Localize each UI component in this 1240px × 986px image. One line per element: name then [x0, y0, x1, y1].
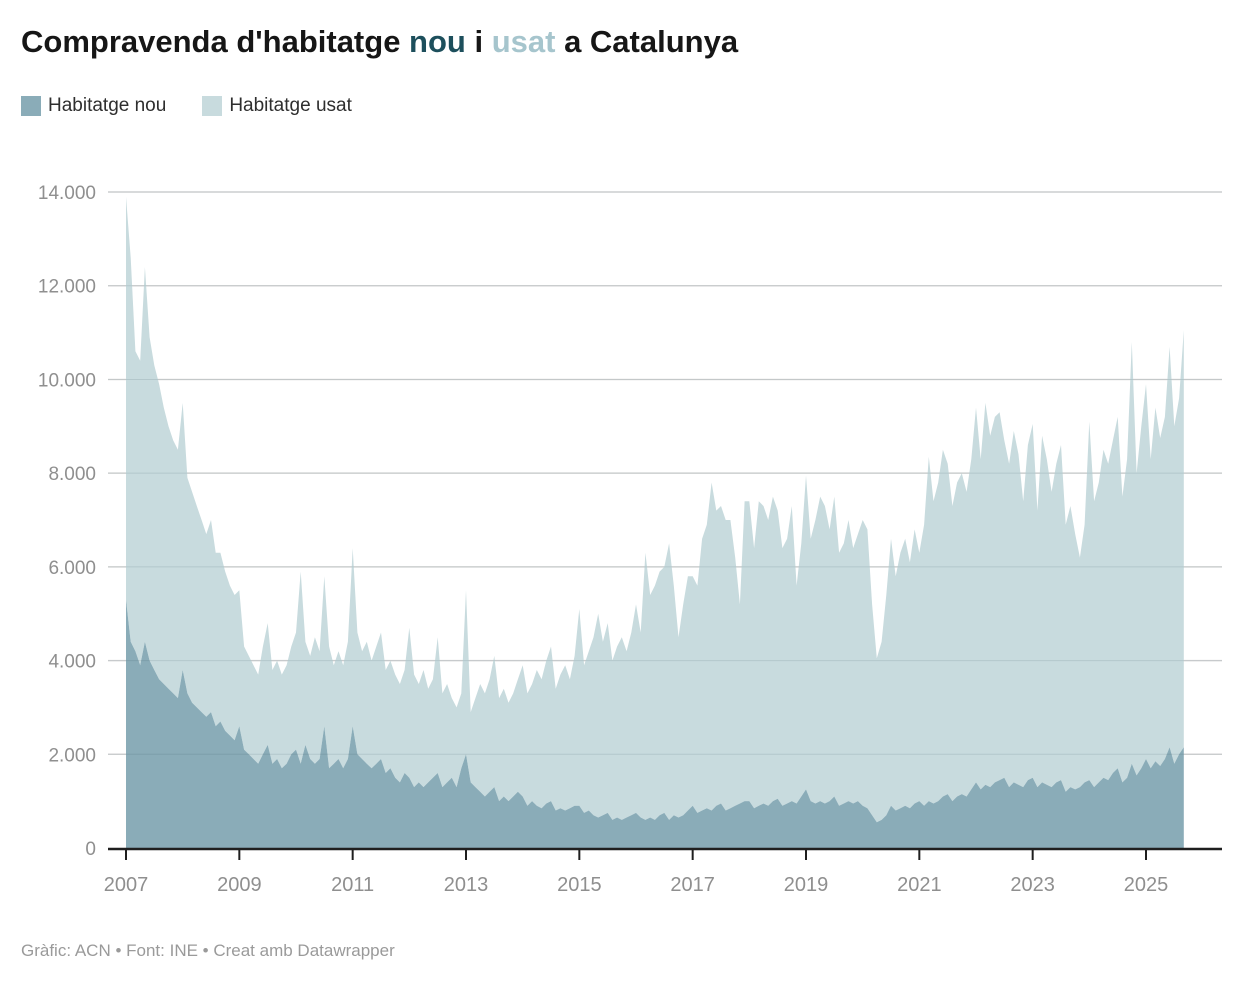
svg-text:4.000: 4.000 [48, 652, 96, 673]
area-series [126, 196, 1184, 848]
x-axis-labels: 2007 2009 2011 2013 2015 2017 2019 2021 2023 2025 [104, 874, 1168, 896]
svg-text:2.000: 2.000 [48, 745, 96, 766]
svg-text:8.000: 8.000 [48, 464, 96, 485]
svg-text:10.000: 10.000 [38, 370, 96, 391]
chart-credit: Gràfic: ACN • Font: INE • Creat amb Data… [21, 941, 395, 960]
svg-text:2021: 2021 [897, 874, 942, 896]
svg-text:0: 0 [85, 839, 96, 860]
legend: Habitatge nou Habitatge usat [21, 96, 388, 116]
svg-text:2017: 2017 [670, 874, 715, 896]
svg-text:2009: 2009 [217, 874, 262, 896]
legend-label-usat: Habitatge usat [229, 95, 352, 116]
area-habitatge-usat [126, 196, 1184, 823]
gridlines-overlay [108, 191, 1222, 755]
y-axis-labels: 0 2.000 4.000 6.000 8.000 10.000 12.000 14.000 [38, 183, 96, 860]
title-accent-nou: nou [409, 24, 466, 59]
title-part-1: Compravenda d'habitatge [21, 24, 410, 59]
legend-item-nou: Habitatge nou [21, 96, 166, 116]
area-habitatge-nou [126, 599, 1184, 848]
page-title: Compravenda d'habitatge nou i usat a Cat… [21, 24, 738, 60]
legend-swatch-usat [202, 96, 223, 116]
svg-text:6.000: 6.000 [48, 558, 96, 579]
svg-text:2015: 2015 [557, 874, 602, 896]
svg-text:2019: 2019 [784, 874, 829, 896]
title-part-3: a Catalunya [555, 24, 739, 59]
title-accent-usat: usat [491, 24, 556, 59]
svg-text:14.000: 14.000 [38, 183, 96, 204]
legend-item-usat: Habitatge usat [202, 96, 352, 116]
svg-text:2007: 2007 [104, 874, 149, 896]
svg-text:2013: 2013 [444, 874, 489, 896]
legend-label-nou: Habitatge nou [48, 95, 167, 116]
svg-text:2025: 2025 [1124, 874, 1169, 896]
title-part-2: i [465, 24, 492, 59]
svg-text:2011: 2011 [331, 874, 374, 896]
x-axis [108, 847, 1222, 860]
svg-text:2023: 2023 [1010, 874, 1055, 896]
legend-swatch-nou [21, 96, 41, 116]
svg-text:12.000: 12.000 [38, 277, 96, 298]
